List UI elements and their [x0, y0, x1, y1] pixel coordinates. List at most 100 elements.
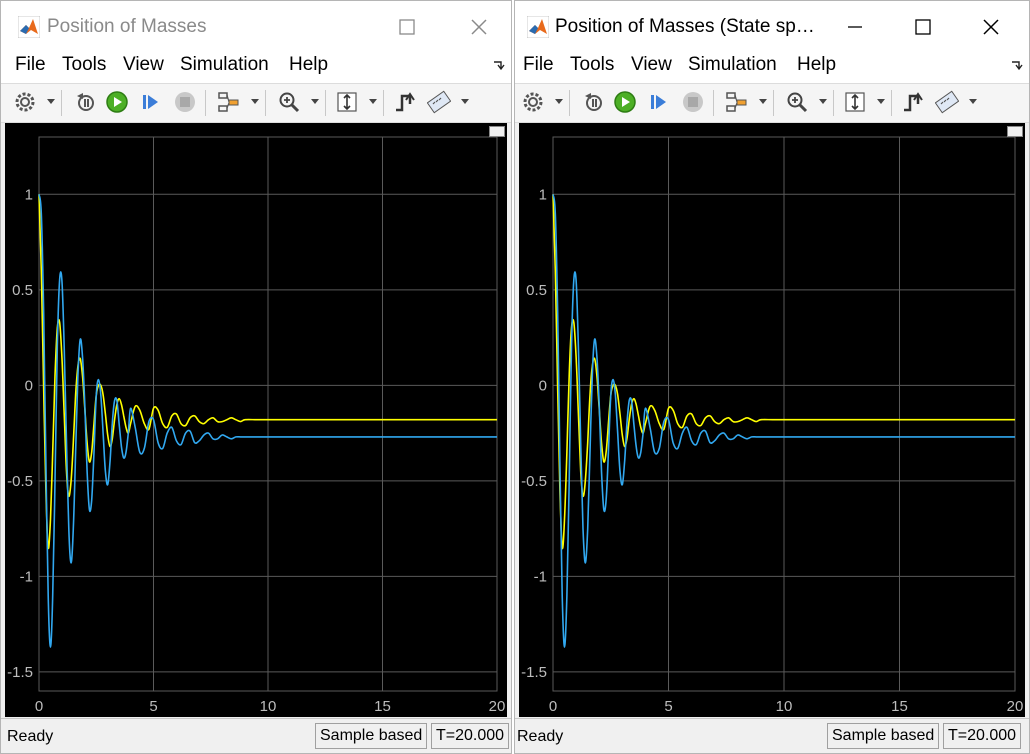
status-bar: Ready Sample based T=20.000 — [515, 718, 1029, 753]
triggers-icon[interactable] — [901, 90, 925, 114]
menu-help[interactable]: Help — [289, 54, 328, 76]
stop-icon[interactable] — [681, 90, 705, 114]
settings-dropdown-icon[interactable] — [47, 99, 55, 104]
minimize-button[interactable] — [831, 9, 879, 45]
settings-dropdown-icon[interactable] — [555, 99, 563, 104]
matlab-logo-icon — [527, 16, 549, 38]
zoom-in-icon[interactable] — [785, 90, 809, 114]
zoom-dropdown-icon[interactable] — [311, 99, 319, 104]
y-tick-label: 0.5 — [12, 282, 33, 299]
measurements-icon[interactable] — [935, 90, 959, 114]
highlight-dropdown-icon[interactable] — [251, 99, 259, 104]
menu-help[interactable]: Help — [797, 54, 836, 76]
toolbar-separator — [205, 90, 206, 116]
menu-tools[interactable]: Tools — [62, 54, 106, 76]
x-tick-label: 5 — [149, 698, 157, 715]
menu-bar: File Tools View Simulation Help — [515, 51, 1029, 83]
title-bar[interactable]: Position of Masses (State sp… — [515, 1, 1029, 51]
highlight-block-icon[interactable] — [217, 90, 241, 114]
x-tick-label: 10 — [776, 698, 793, 715]
step-back-icon[interactable] — [581, 90, 605, 114]
x-tick-label: 20 — [1007, 698, 1024, 715]
toolbar — [1, 83, 511, 123]
settings-icon[interactable] — [13, 90, 37, 114]
run-icon[interactable] — [105, 90, 129, 114]
x-tick-label: 20 — [489, 698, 506, 715]
x-tick-label: 5 — [664, 698, 672, 715]
measurements-dropdown-icon[interactable] — [969, 99, 977, 104]
autoscale-dropdown-icon[interactable] — [877, 99, 885, 104]
toolbar-separator — [891, 90, 892, 116]
scope-display[interactable]: 0 5 10 15 20 1 0.5 0 -0.5 -1 -1.5 — [5, 123, 507, 717]
y-tick-label: -0.5 — [521, 473, 547, 490]
measurements-icon[interactable] — [427, 90, 451, 114]
menu-file[interactable]: File — [15, 54, 46, 76]
maximize-icon — [399, 19, 415, 35]
undock-icon[interactable] — [1007, 126, 1023, 137]
chart: 0 5 10 15 20 1 0.5 0 -0.5 -1 -1.5 — [5, 123, 509, 719]
chart: 0 5 10 15 20 1 0.5 0 -0.5 -1 -1.5 — [519, 123, 1027, 719]
y-tick-label: -1.5 — [7, 664, 33, 681]
x-tick-label: 10 — [260, 698, 277, 715]
y-tick-label: -1 — [534, 568, 547, 585]
y-tick-label: 1 — [25, 186, 33, 203]
close-icon — [470, 18, 488, 36]
window-title: Position of Masses — [47, 16, 206, 38]
y-tick-label: 0.5 — [526, 282, 547, 299]
y-tick-label: -1 — [20, 568, 33, 585]
x-tick-label: 0 — [35, 698, 43, 715]
scope-window-left: Position of Masses File Tools View Simul… — [0, 0, 512, 754]
x-tick-label: 15 — [891, 698, 908, 715]
measurements-dropdown-icon[interactable] — [461, 99, 469, 104]
stop-icon[interactable] — [173, 90, 197, 114]
status-text: Ready — [517, 728, 563, 746]
menu-file[interactable]: File — [523, 54, 554, 76]
toolbar-collapse-icon[interactable] — [1011, 59, 1023, 71]
maximize-button[interactable] — [899, 9, 947, 45]
maximize-icon — [915, 19, 931, 35]
close-icon — [982, 18, 1000, 36]
menu-simulation[interactable]: Simulation — [180, 54, 269, 76]
toolbar-separator — [773, 90, 774, 116]
step-forward-icon[interactable] — [139, 90, 163, 114]
window-title: Position of Masses (State sp… — [555, 16, 815, 38]
zoom-in-icon[interactable] — [277, 90, 301, 114]
simulation-time: T=20.000 — [431, 723, 509, 749]
close-button[interactable] — [455, 9, 503, 45]
run-icon[interactable] — [613, 90, 637, 114]
autoscale-dropdown-icon[interactable] — [369, 99, 377, 104]
toolbar-separator — [265, 90, 266, 116]
step-back-icon[interactable] — [73, 90, 97, 114]
menu-tools[interactable]: Tools — [570, 54, 614, 76]
minimize-icon — [846, 18, 864, 36]
simulation-time: T=20.000 — [943, 723, 1021, 749]
highlight-block-icon[interactable] — [725, 90, 749, 114]
toolbar-collapse-icon[interactable] — [493, 59, 505, 71]
y-tick-label: -0.5 — [7, 473, 33, 490]
toolbar-separator — [61, 90, 62, 116]
menu-bar: File Tools View Simulation Help — [1, 51, 511, 83]
toolbar-separator — [833, 90, 834, 116]
zoom-dropdown-icon[interactable] — [819, 99, 827, 104]
menu-simulation[interactable]: Simulation — [688, 54, 777, 76]
close-button[interactable] — [967, 9, 1015, 45]
triggers-icon[interactable] — [393, 90, 417, 114]
status-bar: Ready Sample based T=20.000 — [1, 718, 511, 753]
menu-view[interactable]: View — [123, 54, 164, 76]
autoscale-icon[interactable] — [843, 90, 867, 114]
sampling-mode: Sample based — [315, 723, 427, 749]
autoscale-icon[interactable] — [335, 90, 359, 114]
step-forward-icon[interactable] — [647, 90, 671, 114]
maximize-button[interactable] — [383, 9, 431, 45]
settings-icon[interactable] — [521, 90, 545, 114]
y-tick-label: -1.5 — [521, 664, 547, 681]
toolbar-separator — [569, 90, 570, 116]
undock-icon[interactable] — [489, 126, 505, 137]
y-tick-label: 0 — [539, 377, 547, 394]
scope-display[interactable]: 0 5 10 15 20 1 0.5 0 -0.5 -1 -1.5 — [519, 123, 1025, 717]
menu-view[interactable]: View — [631, 54, 672, 76]
scope-window-right: Position of Masses (State sp… File Tools… — [514, 0, 1030, 754]
x-tick-label: 0 — [549, 698, 557, 715]
title-bar[interactable]: Position of Masses — [1, 1, 511, 51]
highlight-dropdown-icon[interactable] — [759, 99, 767, 104]
